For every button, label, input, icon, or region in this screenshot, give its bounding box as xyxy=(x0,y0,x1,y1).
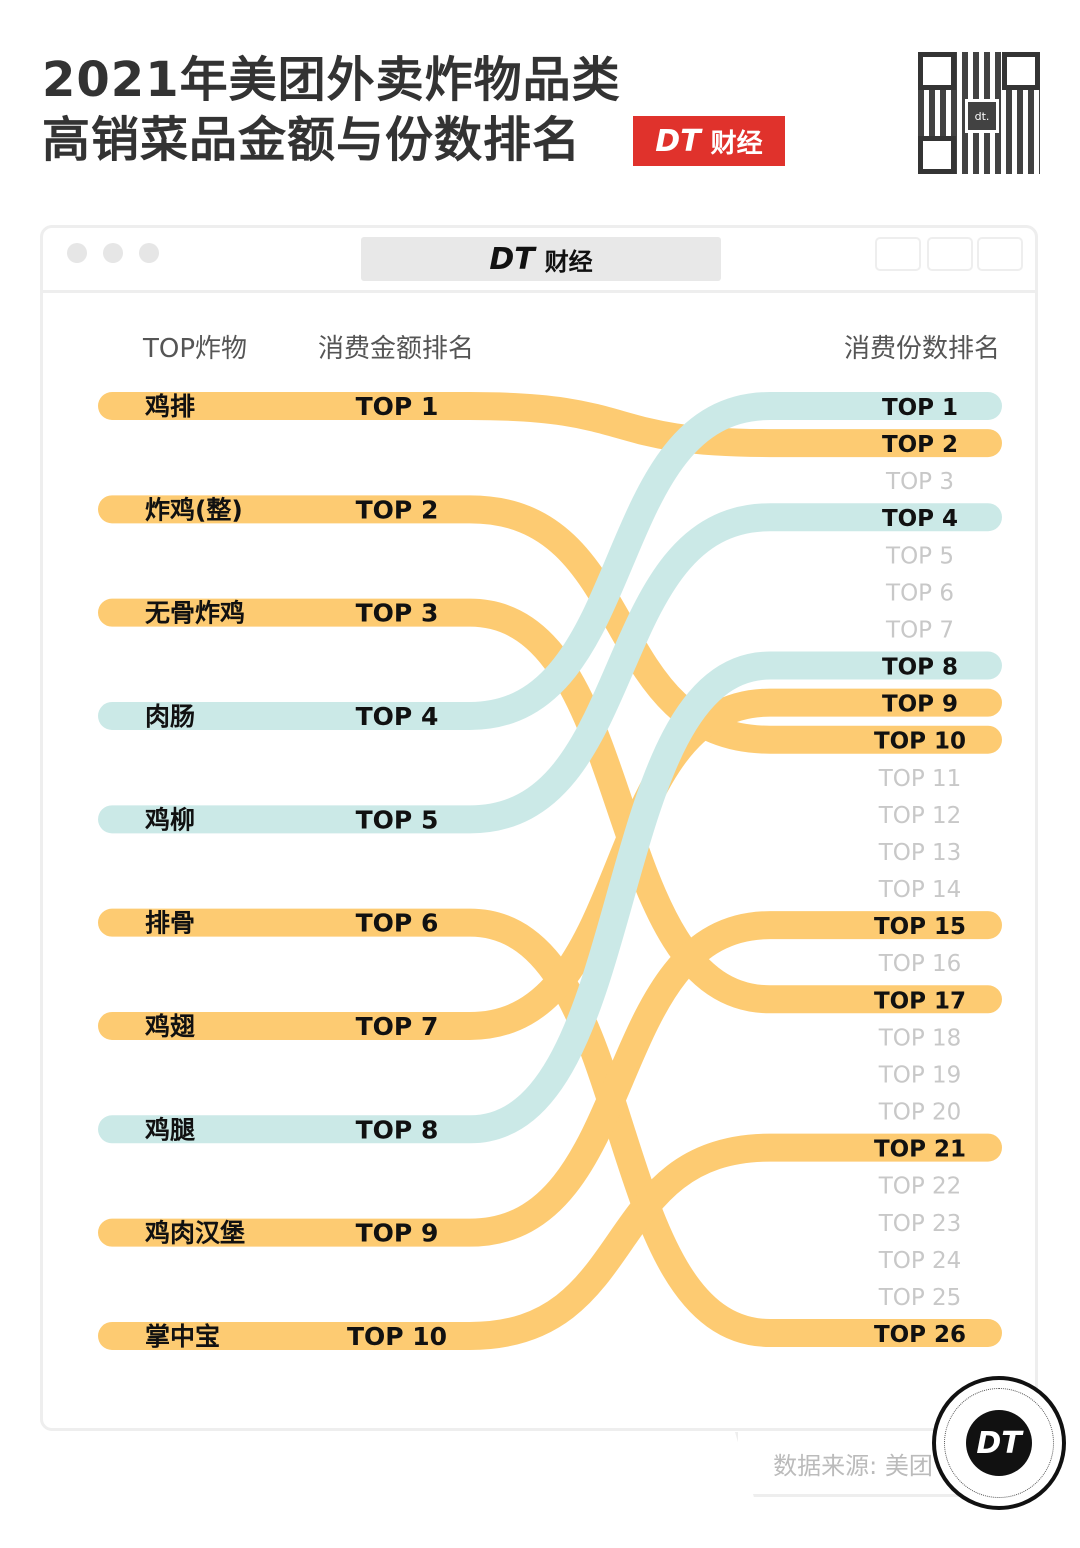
close-icon[interactable] xyxy=(67,243,87,263)
left-rank-label: TOP 10 xyxy=(347,1322,447,1351)
right-rank-label: TOP 15 xyxy=(874,914,966,940)
series-line-3 xyxy=(98,598,1002,1014)
browser-window: DT 财经 xyxy=(40,225,1038,1431)
left-rank-label: TOP 9 xyxy=(356,1219,439,1248)
right-rank-label: TOP 12 xyxy=(878,803,962,829)
copy-icon[interactable] xyxy=(977,237,1023,271)
right-rank-label: TOP 8 xyxy=(882,655,958,681)
right-rank-label: TOP 9 xyxy=(882,692,958,718)
left-rank-label: TOP 7 xyxy=(356,1012,439,1041)
share-icon[interactable] xyxy=(927,237,973,271)
right-rank-label: TOP 4 xyxy=(882,506,958,532)
item-label: 鸡排 xyxy=(144,392,195,421)
window-titlebar: DT 财经 xyxy=(43,228,1035,293)
right-rank-label: TOP 5 xyxy=(885,543,954,569)
left-rank-label: TOP 4 xyxy=(356,702,439,731)
item-label: 鸡肉汉堡 xyxy=(144,1219,245,1248)
url-text: 财经 xyxy=(544,247,593,276)
item-label: 无骨炸鸡 xyxy=(145,599,245,628)
right-rank-label: TOP 1 xyxy=(882,395,958,421)
header-item: TOP炸物 xyxy=(142,334,247,364)
left-rank-label: TOP 8 xyxy=(356,1115,439,1144)
series-line-6 xyxy=(98,908,1002,1347)
left-rank-label: TOP 3 xyxy=(356,599,439,628)
item-label: 排骨 xyxy=(145,909,195,938)
right-rank-label: TOP 17 xyxy=(874,988,966,1014)
record-icon[interactable] xyxy=(875,237,921,271)
right-rank-label: TOP 3 xyxy=(885,469,954,495)
title-line-2: 高销菜品金额与份数排名 xyxy=(42,112,582,168)
right-rank-label: TOP 11 xyxy=(878,766,962,792)
right-rank-label: TOP 18 xyxy=(878,1025,962,1051)
right-rank-label: TOP 14 xyxy=(878,877,962,903)
minimize-icon[interactable] xyxy=(103,243,123,263)
right-rank-label: TOP 25 xyxy=(878,1285,962,1311)
address-bar[interactable]: DT 财经 xyxy=(361,237,721,281)
series-line-9 xyxy=(98,911,1002,1247)
series-line-8 xyxy=(98,651,1002,1144)
right-rank-label: TOP 7 xyxy=(885,617,954,643)
brand-mark: DT xyxy=(655,123,701,159)
brand-text: 财经 xyxy=(710,128,763,159)
qr-code: dt. xyxy=(918,52,1040,174)
right-rank-label: TOP 10 xyxy=(874,729,966,755)
right-rank-label: TOP 19 xyxy=(878,1062,962,1088)
right-rank-label: TOP 6 xyxy=(885,580,954,606)
right-rank-label: TOP 26 xyxy=(874,1322,966,1348)
item-label: 肉肠 xyxy=(145,702,195,731)
series-line-4 xyxy=(98,392,1002,730)
logo-text: DT xyxy=(966,1410,1032,1476)
right-rank-label: TOP 20 xyxy=(878,1100,962,1126)
right-rank-label: TOP 23 xyxy=(878,1211,962,1237)
left-rank-label: TOP 2 xyxy=(356,495,439,524)
brand-badge: DT 财经 xyxy=(633,116,785,166)
item-label: 鸡柳 xyxy=(144,805,195,834)
series-line-10 xyxy=(98,1133,1002,1350)
header-left: 消费金额排名 xyxy=(318,334,474,364)
maximize-icon[interactable] xyxy=(139,243,159,263)
left-rank-label: TOP 1 xyxy=(356,392,439,421)
series-line-2 xyxy=(98,495,1002,754)
dt-logo: DT xyxy=(932,1376,1066,1510)
series-line-5 xyxy=(98,503,1002,834)
url-mark: DT xyxy=(489,241,535,277)
series-line-1 xyxy=(98,392,1002,458)
right-rank-label: TOP 2 xyxy=(882,432,958,458)
right-rank-label: TOP 22 xyxy=(878,1174,962,1200)
title-line-1: 2021年美团外卖炸物品类 xyxy=(42,52,621,108)
item-label: 鸡腿 xyxy=(144,1115,195,1144)
item-label: 炸鸡(整) xyxy=(145,495,243,524)
qr-center-logo: dt. xyxy=(965,99,999,133)
data-source: 数据来源: 美团 xyxy=(735,1432,971,1497)
item-label: 鸡翅 xyxy=(144,1012,195,1041)
item-label: 掌中宝 xyxy=(145,1322,220,1351)
right-rank-label: TOP 13 xyxy=(878,840,962,866)
left-rank-label: TOP 5 xyxy=(356,805,439,834)
right-rank-label: TOP 24 xyxy=(878,1248,962,1274)
right-rank-label: TOP 21 xyxy=(874,1137,966,1163)
left-rank-label: TOP 6 xyxy=(356,909,439,938)
header-right: 消费份数排名 xyxy=(844,334,1000,364)
right-rank-label: TOP 16 xyxy=(878,951,962,977)
series-lines xyxy=(98,392,1002,1350)
